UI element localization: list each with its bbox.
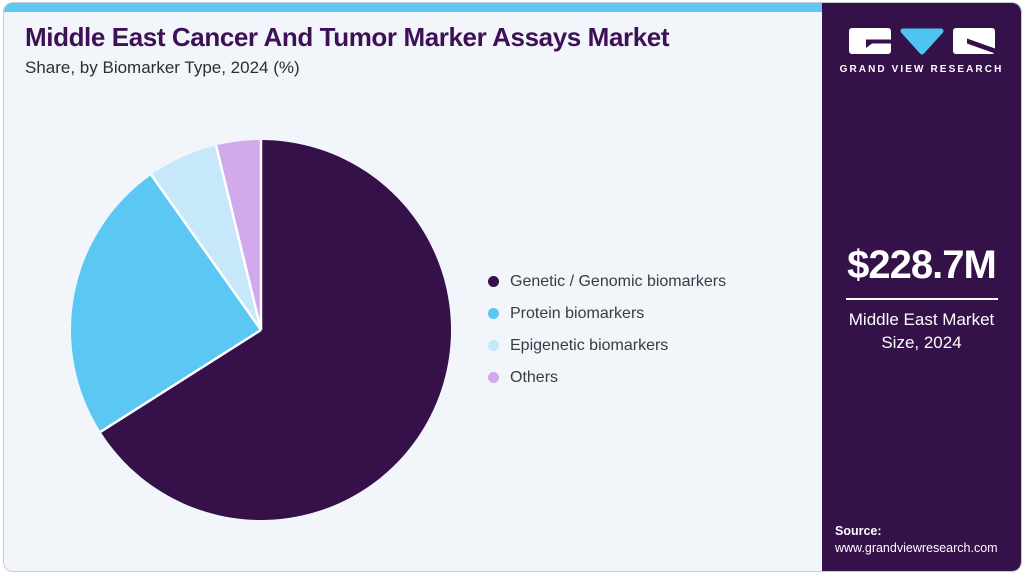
legend-swatch-icon (488, 372, 499, 383)
source-url: www.grandviewresearch.com (835, 541, 998, 555)
legend-item: Genetic / Genomic biomarkers (488, 272, 726, 291)
pie-slice-separator (99, 328, 262, 433)
legend-label: Genetic / Genomic biomarkers (510, 272, 727, 290)
source-label: Source: (835, 524, 882, 538)
legend-swatch-icon (488, 276, 499, 287)
pie-slice-separator (150, 174, 263, 331)
legend-item: Epigenetic biomarkers (488, 336, 726, 355)
legend-label: Epigenetic biomarkers (510, 336, 669, 354)
pie-slice-3 (151, 145, 261, 330)
legend-label: Protein biomarkers (510, 304, 645, 322)
pie-slice-2 (71, 174, 262, 432)
pie-slice-separator (214, 145, 263, 331)
legend-item: Others (488, 368, 726, 387)
gvr-logo-icon (848, 28, 995, 55)
legend-item: Protein biomarkers (488, 304, 726, 323)
header: Middle East Cancer And Tumor Marker Assa… (25, 22, 670, 78)
top-accent-bar (4, 3, 1021, 12)
page-subtitle: Share, by Biomarker Type, 2024 (%) (25, 57, 300, 77)
gvr-logo-text: GRAND VIEW RESEARCH (839, 64, 1004, 75)
pie-slice-1 (100, 140, 452, 520)
page-title: Middle East Cancer And Tumor Marker Assa… (25, 22, 670, 52)
chart-card: Middle East Cancer And Tumor Marker Assa… (3, 2, 1022, 572)
source-block: Source: www.grandviewresearch.com (835, 523, 998, 557)
pie-chart (71, 140, 452, 520)
legend-swatch-icon (488, 308, 499, 319)
legend-swatch-icon (488, 340, 499, 351)
legend-label: Others (510, 368, 559, 386)
legend: Genetic / Genomic biomarkers Protein biom… (488, 272, 726, 387)
market-size-value: $228.7M (847, 243, 997, 287)
market-size-block: $228.7M Middle East Market Size, 2024 (822, 243, 1021, 354)
sidebar: GRAND VIEW RESEARCH $228.7M Middle East … (822, 3, 1021, 571)
market-size-label: Middle East Market Size, 2024 (848, 310, 995, 352)
divider (845, 298, 998, 300)
gvr-logo: GRAND VIEW RESEARCH (822, 27, 1021, 75)
